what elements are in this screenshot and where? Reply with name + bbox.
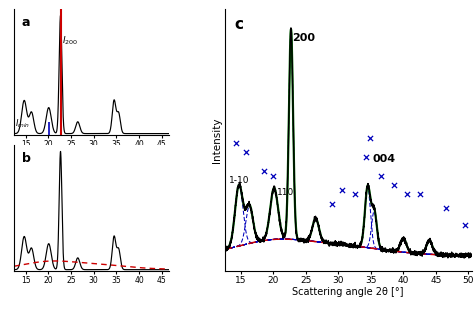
Text: b: b <box>22 152 31 165</box>
Text: 1-10: 1-10 <box>229 176 250 185</box>
Point <box>390 183 397 188</box>
Y-axis label: Intensity: Intensity <box>212 118 222 163</box>
Point <box>416 192 423 197</box>
Point <box>232 141 239 146</box>
Point <box>403 192 410 197</box>
Point <box>461 222 469 227</box>
Point <box>328 201 336 206</box>
Point <box>242 150 250 155</box>
Point <box>362 154 370 159</box>
Point <box>366 136 374 141</box>
Text: 110: 110 <box>277 188 294 197</box>
X-axis label: Scattering angle 2θ [°]: Scattering angle 2θ [°] <box>292 287 404 297</box>
Point <box>442 206 449 211</box>
Point <box>338 187 346 192</box>
Text: a: a <box>22 16 30 29</box>
Point <box>270 173 277 178</box>
Text: 004: 004 <box>373 154 396 164</box>
Text: $I_{200}$: $I_{200}$ <box>62 35 78 47</box>
Text: c: c <box>235 17 244 32</box>
Point <box>260 168 267 173</box>
Text: 200: 200 <box>292 32 316 42</box>
Point <box>377 173 384 178</box>
Text: $I_{min}$: $I_{min}$ <box>15 118 30 130</box>
Point <box>351 192 358 197</box>
